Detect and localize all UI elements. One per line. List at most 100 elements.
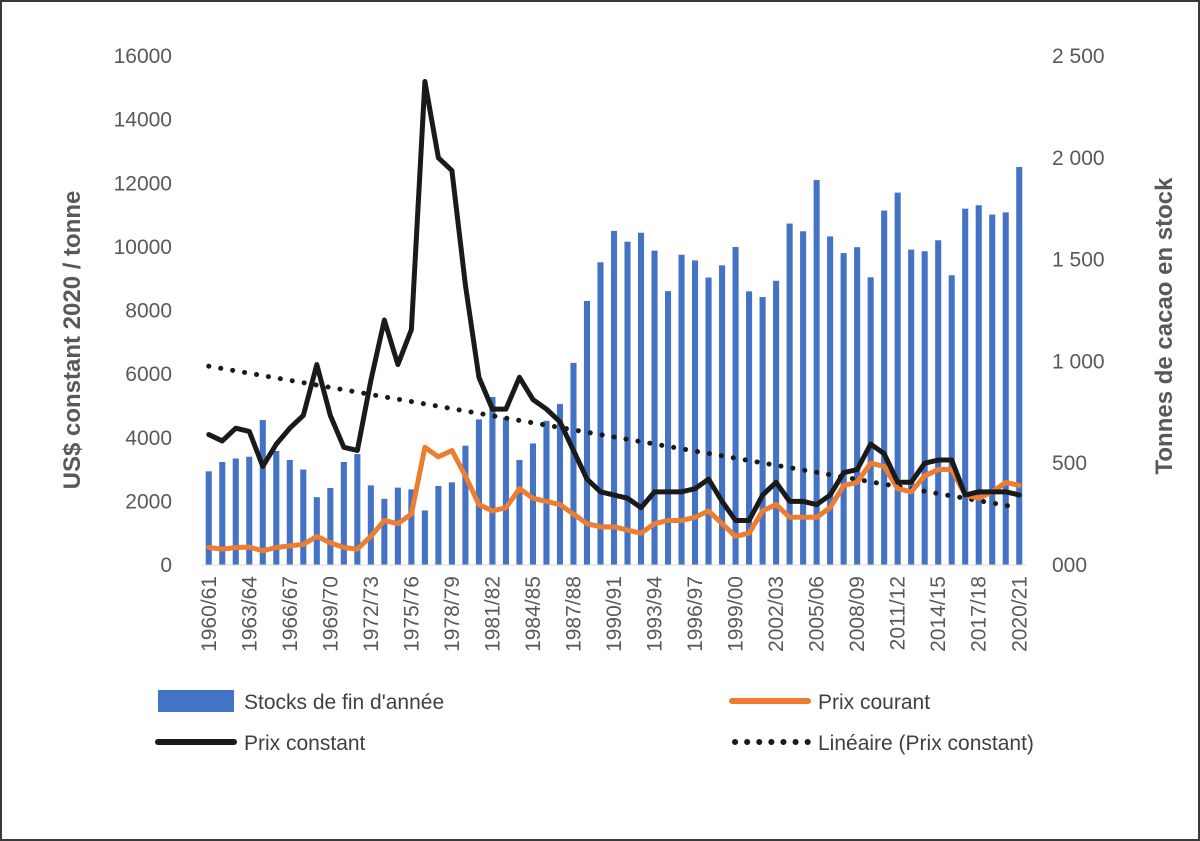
bar-stocks	[327, 488, 334, 565]
x-tick-label: 1987/88	[562, 576, 585, 652]
bar-stocks	[529, 443, 536, 565]
bar-stocks	[273, 450, 280, 565]
bar-stocks	[421, 510, 428, 565]
left-y-axis-ticks: 0 2000 4000 6000 8000 10000 12000 14000 16000	[114, 45, 172, 577]
trendline-group	[206, 363, 1022, 511]
x-tick-label: 1978/79	[441, 576, 464, 652]
bar-stocks	[205, 471, 212, 565]
x-tick-label: 2008/09	[846, 576, 869, 652]
bar-stocks	[705, 277, 712, 565]
legend-label: Linéaire (Prix constant)	[818, 732, 1034, 755]
x-tick-label: 1963/64	[238, 576, 261, 652]
bar-stocks	[286, 459, 293, 565]
bar-stocks	[313, 497, 320, 565]
left-axis-title: US$ constant 2020 / tonne	[59, 191, 86, 490]
bar-stocks	[908, 249, 915, 565]
bar-stocks	[800, 231, 807, 566]
bar-stocks	[651, 250, 658, 565]
bar-stocks	[989, 214, 996, 565]
bar-stocks	[692, 260, 699, 565]
bar-stocks	[232, 458, 239, 565]
right-y-axis-ticks: 000 500 1 000 1 500 2 000 2 500	[1052, 45, 1105, 577]
bar-stocks	[448, 482, 455, 565]
x-tick-label: 1960/61	[198, 576, 221, 652]
bar-stocks	[827, 236, 834, 565]
bar-stocks	[935, 240, 942, 565]
x-tick-label: 2005/06	[806, 576, 829, 652]
right-tick-label: 500	[1052, 452, 1087, 475]
bar-stocks	[759, 297, 766, 565]
x-tick-label: 2011/12	[887, 576, 910, 650]
x-tick-label: 1975/76	[400, 576, 423, 652]
bar-stocks	[502, 417, 509, 565]
bar-series-stocks	[205, 166, 1023, 566]
bar-stocks	[948, 275, 955, 565]
left-tick-label: 10000	[114, 236, 172, 259]
bar-stocks	[637, 232, 645, 565]
bar-stocks	[678, 254, 685, 565]
bar-stocks	[219, 461, 226, 565]
right-axis-title: Tonnes de cacao en stock	[1151, 177, 1178, 475]
bar-stocks	[881, 210, 888, 565]
x-tick-label: 1981/82	[481, 576, 504, 652]
bar-stocks	[624, 241, 631, 565]
left-tick-label: 12000	[114, 172, 172, 195]
left-tick-label: 2000	[125, 490, 172, 513]
left-tick-label: 4000	[125, 427, 172, 450]
right-tick-label: 1 000	[1052, 350, 1105, 373]
bar-stocks	[408, 489, 415, 565]
bar-stocks	[394, 487, 401, 565]
left-tick-label: 14000	[114, 109, 172, 132]
right-tick-label: 2 000	[1052, 147, 1105, 170]
x-tick-label: 2014/15	[927, 576, 950, 652]
bar-stocks	[340, 461, 347, 565]
bar-stocks	[489, 397, 496, 565]
x-tick-label: 1993/94	[644, 576, 667, 652]
left-tick-label: 6000	[125, 363, 172, 386]
legend-swatch-bar	[158, 690, 234, 712]
x-tick-label: 1972/73	[360, 576, 383, 652]
bar-stocks	[381, 498, 388, 565]
bar-stocks	[664, 291, 672, 565]
bar-stocks	[556, 403, 564, 565]
x-tick-label: 2020/21	[1008, 576, 1031, 652]
bar-stocks	[746, 291, 753, 565]
bar-stocks	[367, 485, 374, 565]
bar-stocks	[867, 277, 874, 565]
bar-stocks	[435, 486, 442, 565]
bar-stocks	[894, 192, 901, 565]
bar-stocks	[259, 420, 266, 565]
legend-label: Stocks de fin d'année	[244, 691, 444, 714]
line-prix-constant	[206, 78, 1022, 523]
bar-stocks	[300, 469, 307, 565]
line-prix-courant	[206, 444, 1022, 554]
bar-stocks	[773, 280, 780, 565]
bar-stocks	[543, 420, 550, 565]
right-tick-label: 000	[1052, 554, 1087, 577]
bar-stocks	[921, 251, 928, 565]
bar-stocks	[246, 456, 253, 565]
bar-stocks	[462, 445, 469, 565]
bar-stocks	[1002, 212, 1009, 566]
bar-stocks	[1016, 166, 1023, 565]
bar-stocks	[975, 205, 982, 566]
right-tick-label: 2 500	[1052, 45, 1105, 68]
x-tick-label: 1969/70	[319, 576, 342, 652]
bar-stocks	[475, 419, 482, 565]
legend-label: Prix courant	[818, 691, 930, 714]
line-series-group	[206, 78, 1022, 554]
x-tick-label: 1984/85	[522, 576, 545, 652]
left-tick-label: 16000	[114, 45, 172, 68]
x-tick-label: 2017/18	[968, 576, 991, 652]
legend-label: Prix constant	[244, 732, 366, 755]
bar-stocks	[854, 247, 861, 565]
bar-stocks	[732, 246, 739, 566]
x-tick-label: 1966/67	[279, 576, 302, 652]
bar-stocks	[840, 253, 847, 565]
x-tick-label: 2002/03	[765, 576, 788, 652]
right-tick-label: 1 500	[1052, 249, 1105, 272]
x-axis-ticks: 1960/61 1963/64 1966/67 1969/70 1972/73 1975/…	[198, 576, 1032, 652]
bar-stocks	[570, 362, 577, 565]
bar-stocks	[786, 223, 793, 565]
